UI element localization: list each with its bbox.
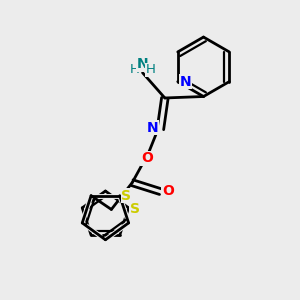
Text: S: S: [130, 202, 140, 216]
Text: H: H: [146, 63, 156, 76]
Text: O: O: [162, 184, 174, 198]
Text: N: N: [136, 57, 148, 71]
Text: S: S: [121, 189, 131, 203]
Text: N: N: [179, 75, 191, 88]
Text: O: O: [141, 151, 153, 165]
Text: H: H: [129, 63, 139, 76]
Text: N: N: [146, 121, 158, 135]
